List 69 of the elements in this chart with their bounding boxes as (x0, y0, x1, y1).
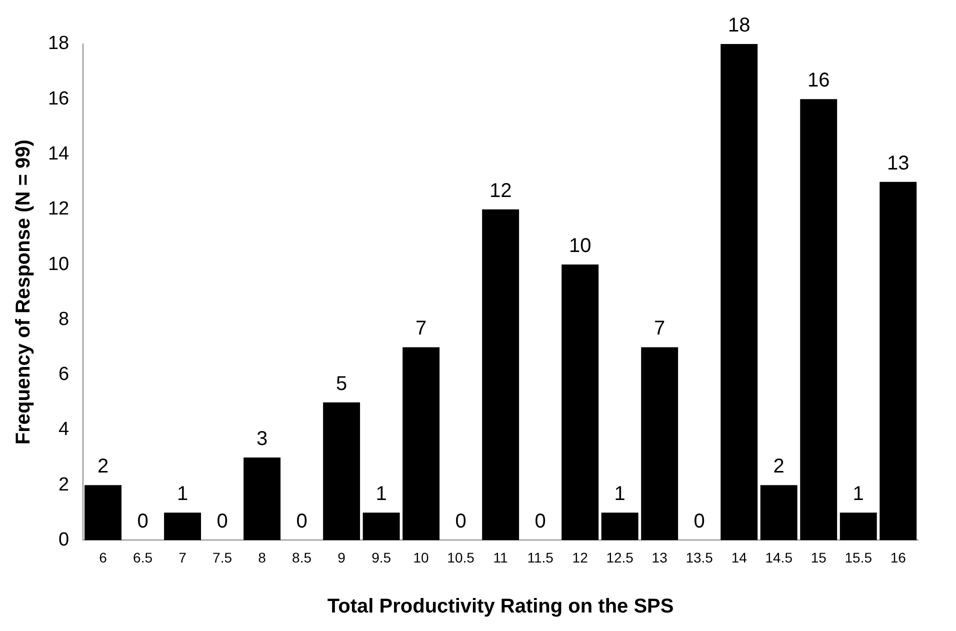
x-tick-label: 12.5 (606, 549, 634, 566)
data-label: 3 (256, 428, 268, 450)
y-tick-label: 18 (48, 33, 70, 54)
x-tick-label: 10.5 (447, 549, 475, 566)
x-tick-label: 15 (810, 549, 827, 566)
x-tick-label: 7 (178, 549, 187, 566)
bar (601, 512, 638, 540)
y-tick-label: 16 (48, 88, 70, 110)
x-tick-label: 8 (258, 549, 266, 566)
data-label: 16 (807, 70, 830, 92)
data-label: 7 (415, 318, 427, 340)
data-label: 1 (376, 483, 387, 506)
x-tick-label: 13 (652, 549, 668, 566)
y-axis-title: Frequency of Response (N = 99) (12, 140, 35, 445)
data-label: 0 (534, 510, 546, 533)
data-label: 12 (489, 180, 512, 202)
x-tick-label: 8.5 (292, 549, 312, 566)
bar (362, 512, 400, 540)
bar (402, 347, 440, 540)
data-label: 2 (773, 456, 784, 478)
bar (760, 485, 798, 540)
x-tick-label: 14.5 (765, 549, 793, 566)
y-tick-label: 2 (58, 474, 70, 496)
data-label: 13 (886, 152, 910, 174)
bar (800, 99, 838, 540)
bar (720, 44, 758, 540)
bar (562, 264, 599, 540)
x-tick-label: 15.5 (844, 549, 872, 566)
bar (641, 347, 678, 540)
data-label: 0 (137, 510, 148, 533)
data-label: 1 (852, 483, 864, 506)
data-label: 10 (568, 235, 592, 258)
bar (880, 182, 917, 540)
data-label: 0 (296, 510, 308, 533)
y-tick-label: 8 (58, 308, 70, 330)
y-tick-label: 12 (48, 198, 70, 220)
bar (244, 458, 281, 540)
bar (323, 402, 360, 540)
data-label: 1 (614, 483, 626, 506)
data-label: 0 (694, 510, 705, 533)
x-tick-label: 11 (493, 549, 508, 566)
data-label: 7 (654, 318, 666, 340)
data-label: 1 (176, 483, 188, 506)
x-tick-label: 10 (413, 549, 430, 566)
x-tick-label: 6 (99, 549, 108, 566)
data-label: 5 (336, 372, 348, 395)
x-tick-label: 9.5 (372, 549, 392, 566)
data-label: 0 (216, 510, 228, 533)
data-label: 2 (97, 456, 109, 478)
data-label: 0 (455, 510, 466, 533)
data-label: 18 (728, 14, 750, 37)
bar (482, 209, 520, 540)
y-tick-label: 0 (58, 529, 70, 550)
bar (164, 512, 202, 540)
y-tick-label: 10 (48, 254, 70, 275)
x-tick-label: 14 (731, 549, 748, 566)
y-tick-label: 14 (48, 144, 70, 164)
x-tick-label: 6.5 (133, 549, 153, 566)
bar (84, 485, 122, 540)
x-tick-label: 13.5 (686, 549, 714, 566)
x-tick-label: 7.5 (212, 549, 232, 566)
x-tick-label: 12 (572, 549, 588, 566)
y-tick-label: 6 (58, 364, 70, 386)
x-tick-label: 11.5 (527, 549, 554, 566)
bar (840, 512, 877, 540)
x-tick-label: 16 (890, 549, 906, 566)
x-tick-label: 9 (338, 549, 346, 566)
y-tick-label: 4 (58, 419, 70, 440)
x-axis-title: Total Productivity Rating on the SPS (327, 596, 674, 618)
